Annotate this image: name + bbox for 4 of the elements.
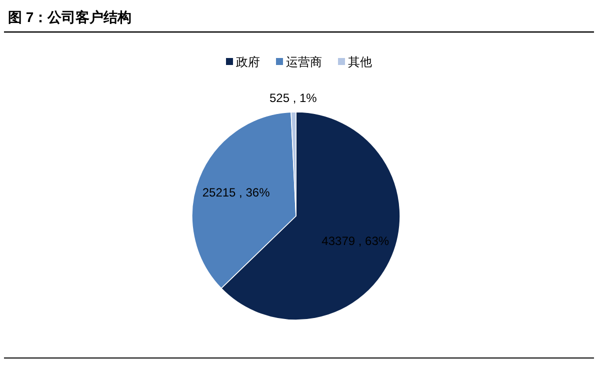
title: 图 7：公司客户结构 [8, 9, 132, 25]
legend-label: 政府 [236, 55, 260, 69]
legend-label: 其他 [348, 55, 372, 69]
legend-label: 运营商 [286, 55, 322, 69]
